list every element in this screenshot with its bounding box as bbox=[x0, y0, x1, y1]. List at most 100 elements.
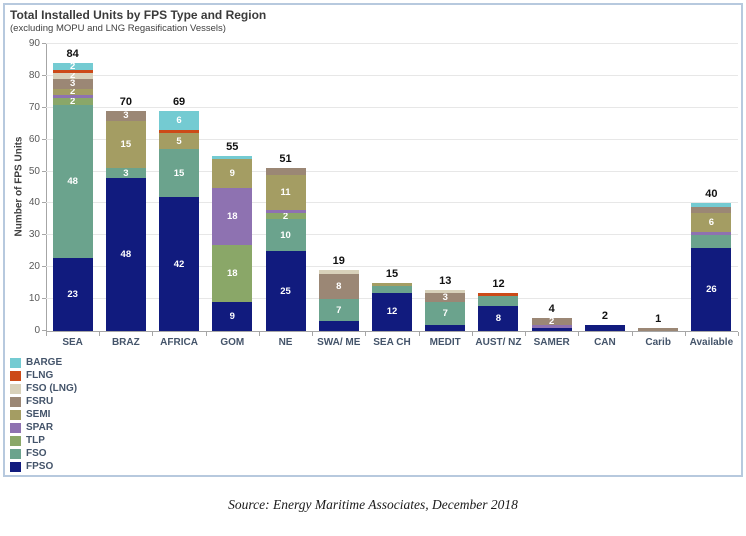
segment-value-label: 26 bbox=[706, 284, 717, 296]
bar-AFRICA[interactable]: 42 15 5 6 bbox=[159, 111, 200, 331]
y-tick-label: 40 bbox=[28, 197, 40, 209]
segment-FSO[interactable]: 3 bbox=[105, 168, 146, 178]
bar-Carib[interactable] bbox=[638, 327, 679, 331]
bar-NE[interactable]: 25 10 2 11 bbox=[265, 168, 306, 331]
bar-SAMER[interactable]: 2 bbox=[531, 318, 572, 331]
segment-FSRU[interactable]: 2 bbox=[531, 318, 572, 325]
segment-FSO[interactable]: 10 bbox=[265, 219, 306, 252]
segment-SPAR[interactable]: 18 bbox=[212, 187, 253, 245]
segment-BARGE[interactable] bbox=[212, 155, 253, 159]
segment-FPSO[interactable] bbox=[318, 321, 359, 331]
legend-item-SEMI[interactable]: SEMI bbox=[10, 409, 77, 422]
bar-SEA CH[interactable]: 12 bbox=[372, 283, 412, 331]
y-axis-title: Number of FPS Units bbox=[13, 136, 25, 237]
bar-GOM[interactable]: 9 18 18 9 bbox=[212, 155, 253, 331]
segment-SEMI[interactable]: 5 bbox=[159, 133, 200, 150]
segment-FSRU[interactable] bbox=[691, 206, 732, 214]
segment-TLP[interactable]: 2 bbox=[265, 213, 306, 220]
segment-BARGE[interactable]: 2 bbox=[52, 63, 93, 70]
segment-TLP[interactable]: 2 bbox=[52, 98, 93, 105]
segment-FSRU[interactable] bbox=[265, 168, 306, 175]
y-axis-tick bbox=[42, 298, 46, 300]
x-axis-label-AFRICA: AFRICA bbox=[160, 337, 198, 348]
legend-item-FSO (LNG)[interactable]: FSO (LNG) bbox=[10, 383, 77, 396]
bar-SWA/ ME[interactable]: 78 bbox=[318, 270, 359, 331]
x-axis-tick bbox=[99, 332, 101, 336]
bar-Available[interactable]: 26 6 bbox=[691, 203, 732, 331]
x-axis-tick bbox=[578, 332, 580, 336]
segment-FSO (LNG)[interactable] bbox=[318, 270, 359, 274]
segment-value-label: 42 bbox=[173, 258, 185, 270]
segment-FLNG[interactable] bbox=[52, 69, 93, 73]
bar-SEA[interactable]: 23 48 2 2 3 2 2 bbox=[52, 63, 93, 331]
legend-item-FLNG[interactable]: FLNG bbox=[10, 370, 77, 383]
segment-FPSO[interactable]: 42 bbox=[159, 197, 200, 331]
y-axis-tick bbox=[42, 266, 46, 268]
segment-FPSO[interactable] bbox=[584, 324, 625, 331]
gridline-y-50 bbox=[46, 170, 738, 172]
segment-FSO[interactable]: 15 bbox=[159, 149, 200, 198]
legend-item-FSRU[interactable]: FSRU bbox=[10, 396, 77, 409]
segment-SEMI[interactable]: 9 bbox=[212, 158, 253, 188]
segment-FSO[interactable]: 7 bbox=[318, 299, 359, 322]
bar-BRAZ[interactable]: 48 3 15 3 bbox=[105, 110, 146, 331]
segment-FPSO[interactable]: 25 bbox=[265, 251, 306, 331]
segment-SPAR[interactable] bbox=[52, 95, 93, 99]
gridline-y-20 bbox=[46, 266, 738, 268]
x-axis-tick bbox=[525, 332, 527, 336]
y-axis-tick bbox=[42, 106, 46, 108]
segment-TLP[interactable]: 18 bbox=[212, 244, 253, 303]
legend-item-FSO[interactable]: FSO bbox=[10, 447, 77, 460]
segment-value-label: 48 bbox=[120, 248, 132, 260]
segment-value-label: 25 bbox=[280, 285, 291, 297]
chart-container: Total Installed Units by FPS Type and Re… bbox=[3, 3, 743, 477]
legend-item-TLP[interactable]: TLP bbox=[10, 434, 77, 447]
segment-FLNG[interactable] bbox=[159, 130, 200, 134]
segment-SEMI[interactable] bbox=[372, 283, 412, 287]
segment-FSRU[interactable]: 3 bbox=[52, 79, 93, 89]
x-axis-label-MEDIT: MEDIT bbox=[429, 337, 461, 348]
segment-FPSO[interactable]: 9 bbox=[212, 302, 253, 331]
segment-FPSO[interactable]: 48 bbox=[105, 177, 146, 331]
segment-SPAR[interactable] bbox=[531, 324, 572, 328]
segment-SEMI[interactable]: 2 bbox=[52, 88, 93, 96]
segment-FSO[interactable] bbox=[372, 286, 412, 293]
legend-item-FPSO[interactable]: FPSO bbox=[10, 460, 77, 473]
segment-SPAR[interactable] bbox=[265, 209, 306, 214]
segment-FSO[interactable]: 7 bbox=[425, 302, 466, 325]
segment-FSO[interactable] bbox=[478, 295, 519, 306]
segment-FSO (LNG)[interactable] bbox=[425, 289, 466, 293]
legend-swatch-FLNG bbox=[10, 371, 21, 382]
segment-SEMI[interactable]: 15 bbox=[105, 120, 146, 169]
segment-FPSO[interactable] bbox=[425, 324, 466, 331]
y-axis-tick bbox=[42, 202, 46, 204]
segment-BARGE[interactable] bbox=[691, 203, 732, 207]
x-axis-tick bbox=[418, 332, 420, 336]
legend-item-SPAR[interactable]: SPAR bbox=[10, 421, 77, 434]
segment-FSRU[interactable] bbox=[638, 327, 679, 331]
bar-AUST/ NZ[interactable]: 8 bbox=[478, 292, 519, 331]
chart-title: Total Installed Units by FPS Type and Re… bbox=[10, 8, 267, 22]
segment-FSO (LNG)[interactable]: 2 bbox=[52, 72, 93, 80]
segment-FSO[interactable] bbox=[691, 235, 732, 249]
segment-FPSO[interactable]: 12 bbox=[372, 292, 412, 331]
gridline-y-70 bbox=[46, 106, 738, 108]
bar-CAN[interactable] bbox=[584, 324, 625, 331]
segment-FSO[interactable]: 48 bbox=[52, 104, 93, 258]
segment-FSRU[interactable]: 8 bbox=[318, 273, 359, 300]
legend-item-BARGE[interactable]: BARGE bbox=[10, 357, 77, 370]
segment-FPSO[interactable]: 8 bbox=[478, 305, 519, 331]
y-axis-tick bbox=[42, 234, 46, 236]
segment-FPSO[interactable]: 23 bbox=[52, 257, 93, 331]
segment-FLNG[interactable] bbox=[478, 292, 519, 296]
segment-FPSO[interactable]: 26 bbox=[691, 248, 732, 331]
y-axis-tick bbox=[42, 170, 46, 172]
segment-SEMI[interactable]: 6 bbox=[691, 213, 732, 233]
segment-FSRU[interactable]: 3 bbox=[105, 110, 146, 121]
segment-BARGE[interactable]: 6 bbox=[159, 111, 200, 131]
segment-FPSO[interactable] bbox=[531, 327, 572, 331]
segment-SPAR[interactable] bbox=[691, 232, 732, 236]
segment-FSRU[interactable]: 3 bbox=[425, 292, 466, 303]
segment-SEMI[interactable]: 11 bbox=[265, 174, 306, 210]
